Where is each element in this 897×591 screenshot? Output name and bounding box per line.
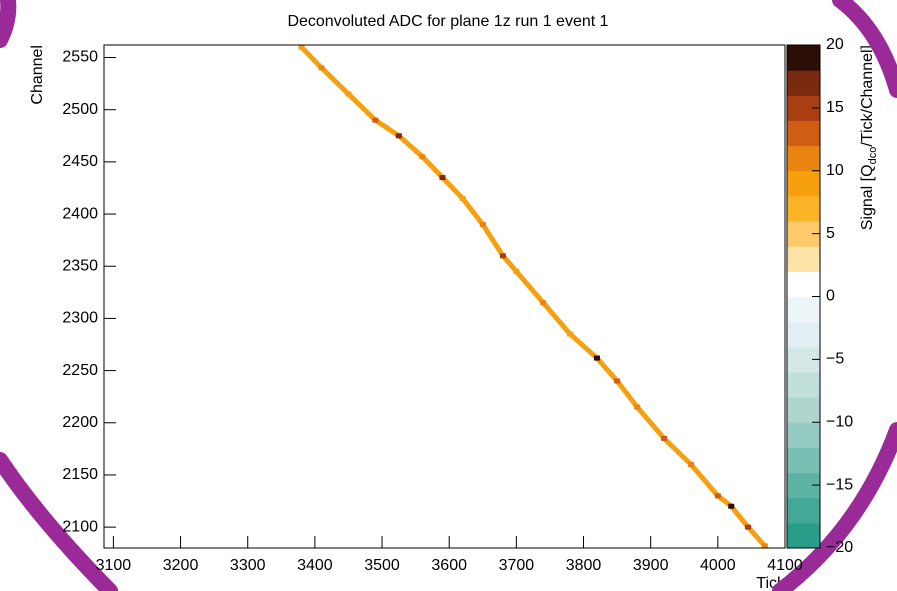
colorbar-band bbox=[787, 371, 820, 398]
x-tick-label: 4100 bbox=[767, 557, 803, 574]
colorbar-label-sub: dco bbox=[867, 147, 879, 165]
colorbar-band bbox=[787, 45, 820, 71]
colorbar-tick-label: 5 bbox=[826, 225, 835, 242]
corner-decoration bbox=[772, 422, 897, 591]
colorbar-tick-label: 0 bbox=[826, 288, 835, 305]
y-tick-label: 2150 bbox=[62, 466, 98, 483]
hit-cell bbox=[634, 404, 641, 410]
hit-cell bbox=[614, 378, 621, 384]
chart-title: Deconvoluted ADC for plane 1z run 1 even… bbox=[287, 13, 608, 30]
plot-frame bbox=[103, 44, 786, 549]
x-tick-label: 3600 bbox=[431, 557, 467, 574]
colorbar-band bbox=[787, 397, 820, 423]
x-tick-label: 3100 bbox=[96, 557, 132, 574]
hit-cell bbox=[540, 300, 547, 306]
y-tick-label: 2500 bbox=[62, 101, 98, 118]
colorbar-label: Signal [Qdco/Tick/Channel] bbox=[859, 45, 879, 230]
hit-cell bbox=[372, 117, 379, 123]
colorbar-band bbox=[787, 145, 820, 172]
y-tick-label: 2250 bbox=[62, 362, 98, 379]
x-tick-label: 3400 bbox=[297, 557, 333, 574]
corner-decoration bbox=[0, 0, 17, 48]
hit-cell bbox=[567, 331, 574, 337]
colorbar-band bbox=[787, 447, 820, 474]
hit-cell bbox=[714, 493, 721, 499]
hit-cell bbox=[459, 195, 466, 201]
colorbar-tick-label: 10 bbox=[826, 162, 844, 179]
y-tick-label: 2200 bbox=[62, 414, 98, 431]
colorbar-band bbox=[787, 271, 820, 297]
hit-cell bbox=[345, 91, 352, 97]
colorbar-band bbox=[787, 522, 820, 549]
colorbar-band bbox=[787, 170, 820, 197]
colorbar-label-part: Signal [Q bbox=[859, 164, 876, 230]
y-tick-label: 2550 bbox=[62, 49, 98, 66]
colorbar-band bbox=[787, 246, 820, 272]
hit-cell bbox=[761, 543, 768, 549]
hit-cell bbox=[593, 355, 600, 361]
hit-cell bbox=[499, 253, 506, 259]
hit-cell bbox=[745, 524, 752, 530]
hit-cell bbox=[439, 175, 446, 181]
colorbar-band bbox=[787, 321, 820, 348]
plot-area bbox=[298, 44, 768, 549]
hit-cell bbox=[395, 133, 402, 139]
colorbar-tick-label: −5 bbox=[826, 351, 844, 368]
colorbar-band bbox=[787, 195, 820, 222]
x-tick-label: 3500 bbox=[364, 557, 400, 574]
hit-cell bbox=[298, 44, 305, 50]
hit-cell bbox=[687, 462, 694, 468]
colorbar-tick-label: 15 bbox=[826, 99, 844, 116]
track bbox=[299, 45, 767, 548]
colorbar-band bbox=[787, 422, 820, 448]
y-axis-label: Channel bbox=[29, 45, 46, 105]
hit-cell bbox=[661, 435, 668, 441]
x-tick-label: 4000 bbox=[700, 557, 736, 574]
x-tick-label: 3300 bbox=[230, 557, 266, 574]
colorbar-tick-label: −10 bbox=[826, 413, 853, 430]
y-tick-label: 2450 bbox=[62, 153, 98, 170]
colorbar-band bbox=[787, 70, 820, 96]
colorbar-band bbox=[787, 120, 820, 147]
hit-cell bbox=[318, 65, 325, 71]
y-tick-label: 2100 bbox=[62, 518, 98, 535]
colorbar-label-part: /Tick/Channel] bbox=[859, 45, 876, 147]
corner-decoration bbox=[832, 0, 897, 98]
hit-cell bbox=[479, 221, 486, 227]
x-tick-label: 3200 bbox=[163, 557, 199, 574]
colorbar-band bbox=[787, 497, 820, 524]
colorbar-tick-label: −20 bbox=[826, 539, 853, 556]
colorbar-tick-label: 20 bbox=[826, 36, 844, 53]
hit-cell bbox=[728, 503, 735, 509]
hit-cell bbox=[419, 154, 426, 160]
y-tick-label: 2300 bbox=[62, 310, 98, 327]
x-tick-label: 3900 bbox=[633, 557, 669, 574]
hit-cell bbox=[513, 268, 520, 274]
x-tick-label: 3800 bbox=[566, 557, 602, 574]
colorbar-band bbox=[787, 296, 820, 323]
x-tick-label: 3700 bbox=[499, 557, 535, 574]
y-tick-label: 2350 bbox=[62, 257, 98, 274]
colorbar-tick-label: −15 bbox=[826, 476, 853, 493]
y-tick-label: 2400 bbox=[62, 205, 98, 222]
corner-decoration bbox=[0, 452, 118, 591]
